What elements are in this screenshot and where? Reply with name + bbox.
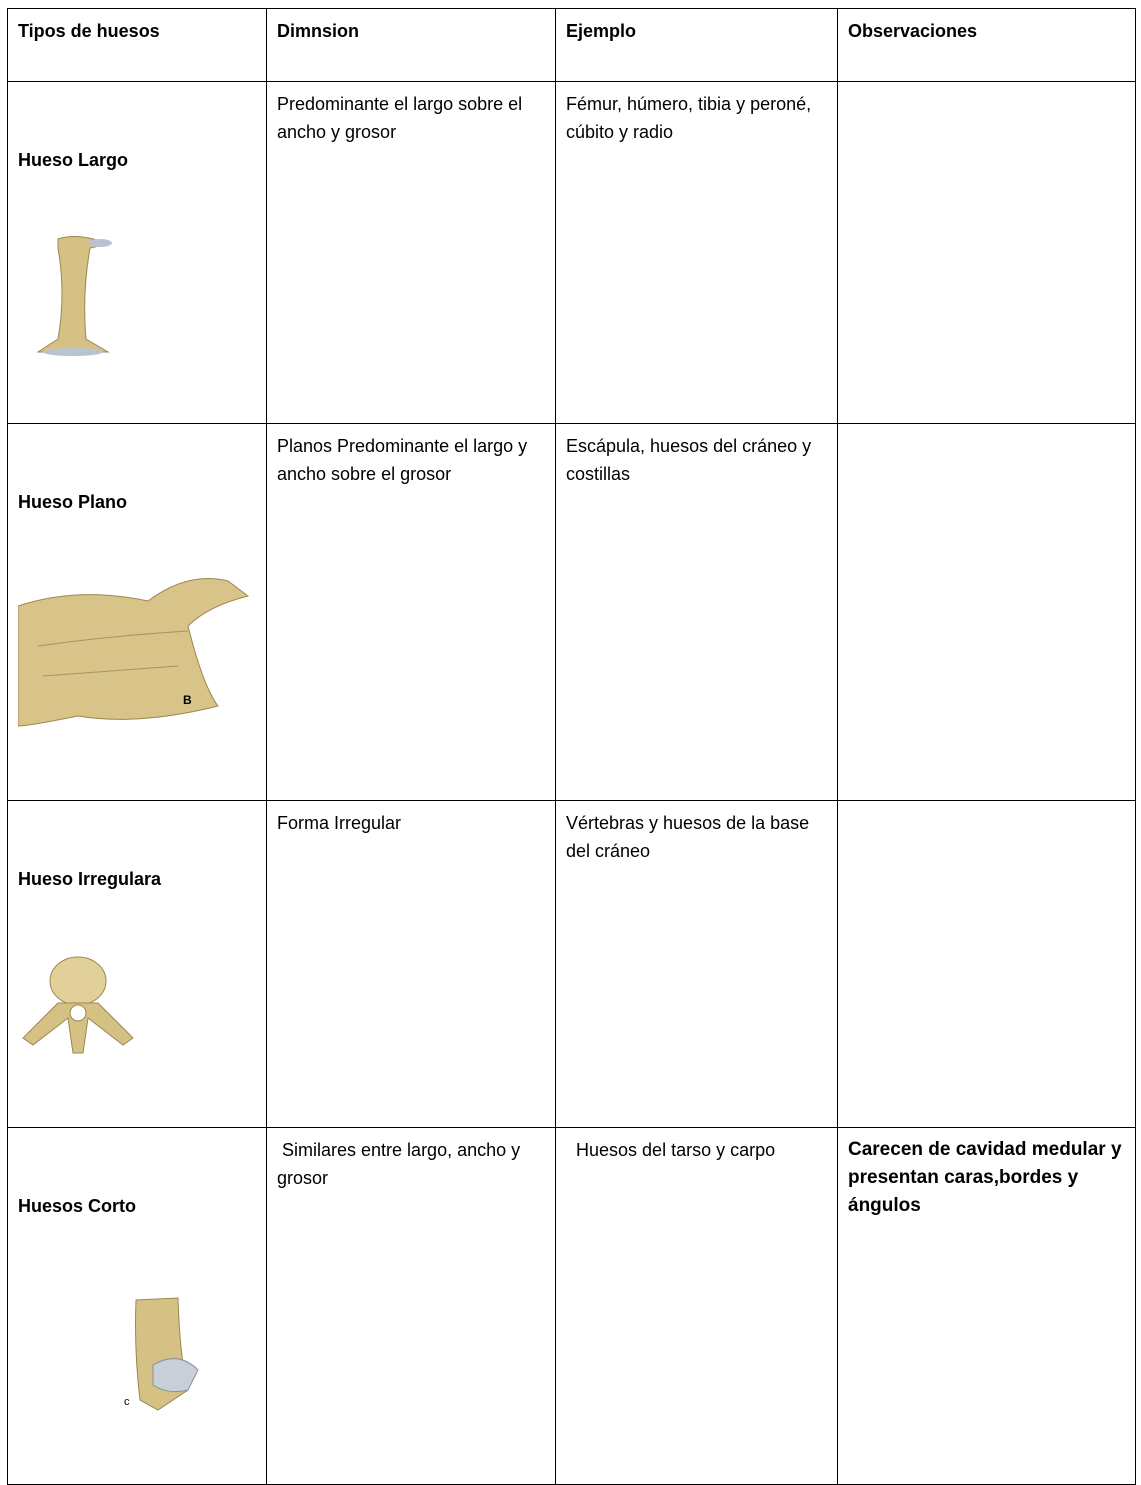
example-cell: Escápula, huesos del cráneo y costillas [555, 423, 838, 801]
row: Huesos Corto c Similares entre largo, an… [7, 1127, 1136, 1485]
dimension-cell: Forma Irregular [266, 800, 556, 1128]
long-bone-image [36, 236, 112, 356]
header-cell: Tipos de huesos [7, 8, 267, 82]
example-cell: Huesos del tarso y carpo [555, 1127, 838, 1485]
header-cell: Dimnsion [266, 8, 556, 82]
bone-type: Hueso Plano [18, 492, 128, 512]
dimension-cell: Similares entre largo, ancho y grosor [266, 1127, 556, 1485]
header-cell: Observaciones [837, 8, 1136, 82]
observation-cell [837, 81, 1136, 424]
type-cell: Hueso Largo [7, 81, 267, 424]
bone-type: Huesos Corto [18, 1196, 137, 1216]
type-cell: Hueso Irregulara [7, 800, 267, 1128]
image-label: B [183, 693, 192, 707]
flat-bone-image: B [18, 578, 250, 727]
page: {"table": { "header": ["Tipos de huesos"… [7, 8, 1136, 1485]
example-cell: Fémur, húmero, tibia y peroné, cúbito y … [555, 81, 838, 424]
bone-type: Hueso Largo [18, 150, 129, 170]
short-bone-image: c [124, 1297, 199, 1411]
bone-type: Hueso Irregulara [18, 869, 162, 889]
header-row: Tipos de huesos Dimnsion Ejemplo Observa… [7, 8, 1136, 82]
observation-cell [837, 800, 1136, 1128]
example-cell: Vértebras y huesos de la base del cráneo [555, 800, 838, 1128]
image-label: c [124, 1396, 130, 1408]
dimension-cell: Predominante el largo sobre el ancho y g… [266, 81, 556, 424]
header-cell: Ejemplo [555, 8, 838, 82]
row: Hueso Irregulara Forma Irregular Vértebr… [7, 800, 1136, 1128]
irregular-bone-image [22, 956, 134, 1054]
row: Hueso Plano B Planos Predominante el lar… [7, 423, 1136, 801]
observation-cell [837, 423, 1136, 801]
dimension-cell: Planos Predominante el largo y ancho sob… [266, 423, 556, 801]
row: Hueso Largo Predominante el largo sobre … [7, 81, 1136, 424]
type-cell: Hueso Plano B [7, 423, 267, 801]
bone-table: Tipos de huesos Dimnsion Ejemplo Observa… [7, 8, 1136, 1485]
observation-cell: Carecen de cavidad medular y presentan c… [837, 1127, 1136, 1485]
type-cell: Huesos Corto c [7, 1127, 267, 1485]
